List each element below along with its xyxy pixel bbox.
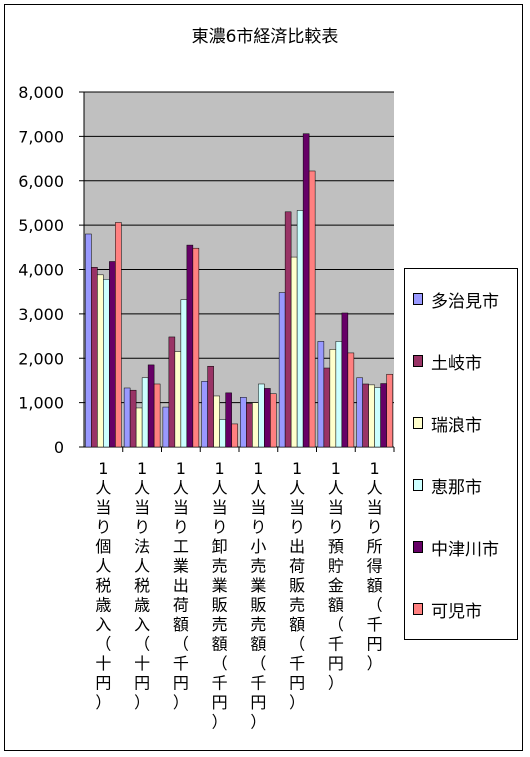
x-tick-label: 1 人当り個人税歳入（十円） <box>95 459 111 712</box>
bar <box>386 373 393 448</box>
bar <box>341 312 349 448</box>
legend-item: 土岐市 <box>413 351 482 374</box>
legend-label: 多治見市 <box>431 291 499 312</box>
bar <box>207 365 214 448</box>
bar <box>264 388 271 448</box>
legend-label: 可児市 <box>431 601 482 622</box>
bar <box>368 384 375 448</box>
bar <box>308 170 316 448</box>
bar <box>323 367 331 448</box>
legend-label: 土岐市 <box>431 353 482 374</box>
bar <box>141 377 149 448</box>
bar <box>192 247 200 448</box>
bar <box>115 222 122 448</box>
legend-swatch <box>413 541 423 553</box>
y-tick-label: 2,000 <box>18 349 64 368</box>
bar <box>335 341 343 448</box>
bar <box>180 299 188 448</box>
bar <box>302 133 310 448</box>
legend-label: 中津川市 <box>431 539 499 560</box>
x-tick-label: 1 人当り法人税歳入（十円） <box>134 459 150 712</box>
bar <box>329 349 337 448</box>
bar <box>347 352 355 448</box>
bar <box>362 383 369 448</box>
bar <box>135 407 143 448</box>
x-tick-label: 1 人当り卸売業販売額（千円） <box>212 459 228 732</box>
y-tick-label: 0 <box>54 438 64 457</box>
y-tick-label: 4,000 <box>18 261 64 280</box>
y-tick-label: 5,000 <box>18 216 64 235</box>
bar <box>278 292 286 448</box>
legend-label: 恵那市 <box>431 477 482 498</box>
y-tick-label: 7,000 <box>18 127 64 146</box>
x-tick-label: 1 人当り預貯金額（千円） <box>328 459 344 693</box>
bar <box>317 341 325 448</box>
y-tick-label: 3,000 <box>18 305 64 324</box>
bar <box>147 364 155 448</box>
bar <box>380 383 387 448</box>
legend-swatch <box>413 417 423 429</box>
bar <box>231 423 238 448</box>
y-tick-label: 1,000 <box>18 394 64 413</box>
bar <box>225 392 232 448</box>
bar <box>129 389 137 448</box>
legend-item: 恵那市 <box>413 475 482 498</box>
bar <box>97 274 104 448</box>
bar <box>103 279 110 448</box>
bar <box>252 402 259 448</box>
bar <box>109 261 116 448</box>
bar <box>123 387 131 448</box>
legend-item: 瑞浪市 <box>413 413 482 436</box>
y-tick-label: 8,000 <box>18 83 64 102</box>
bar <box>174 351 182 448</box>
legend-item: 多治見市 <box>413 289 499 312</box>
bar <box>296 210 304 448</box>
chart-title: 東濃6市経済比較表 <box>191 27 339 47</box>
x-tick-label: 1 人当り小売業販売額（千円） <box>250 459 266 732</box>
legend-swatch <box>413 355 423 367</box>
bar <box>374 387 381 448</box>
bar <box>246 403 253 448</box>
legend-label: 瑞浪市 <box>431 415 482 436</box>
bar <box>284 211 292 448</box>
bar <box>213 395 220 448</box>
bar <box>270 393 277 448</box>
bar <box>168 336 176 448</box>
y-tick-label: 6,000 <box>18 172 64 191</box>
bar <box>240 397 247 448</box>
bar <box>356 377 363 448</box>
bar <box>201 381 208 448</box>
bar <box>91 267 98 448</box>
legend-swatch <box>413 603 423 615</box>
legend-item: 可児市 <box>413 599 482 622</box>
bar <box>290 256 298 448</box>
bar <box>186 244 194 448</box>
x-tick-label: 1 人当り所得額（千円） <box>367 459 383 673</box>
bar <box>153 383 161 448</box>
bar <box>219 419 226 448</box>
bar <box>85 233 92 448</box>
legend-swatch <box>413 293 423 305</box>
legend-item: 中津川市 <box>413 537 499 560</box>
bar <box>258 383 265 448</box>
legend: 多治見市土岐市瑞浪市恵那市中津川市可児市 <box>404 268 518 640</box>
legend-swatch <box>413 479 423 491</box>
x-tick-label: 1 人当り工業出荷額（千円） <box>173 459 189 712</box>
bar <box>162 406 170 448</box>
x-tick-label: 1 人当り出荷販売額（千円） <box>289 459 305 712</box>
